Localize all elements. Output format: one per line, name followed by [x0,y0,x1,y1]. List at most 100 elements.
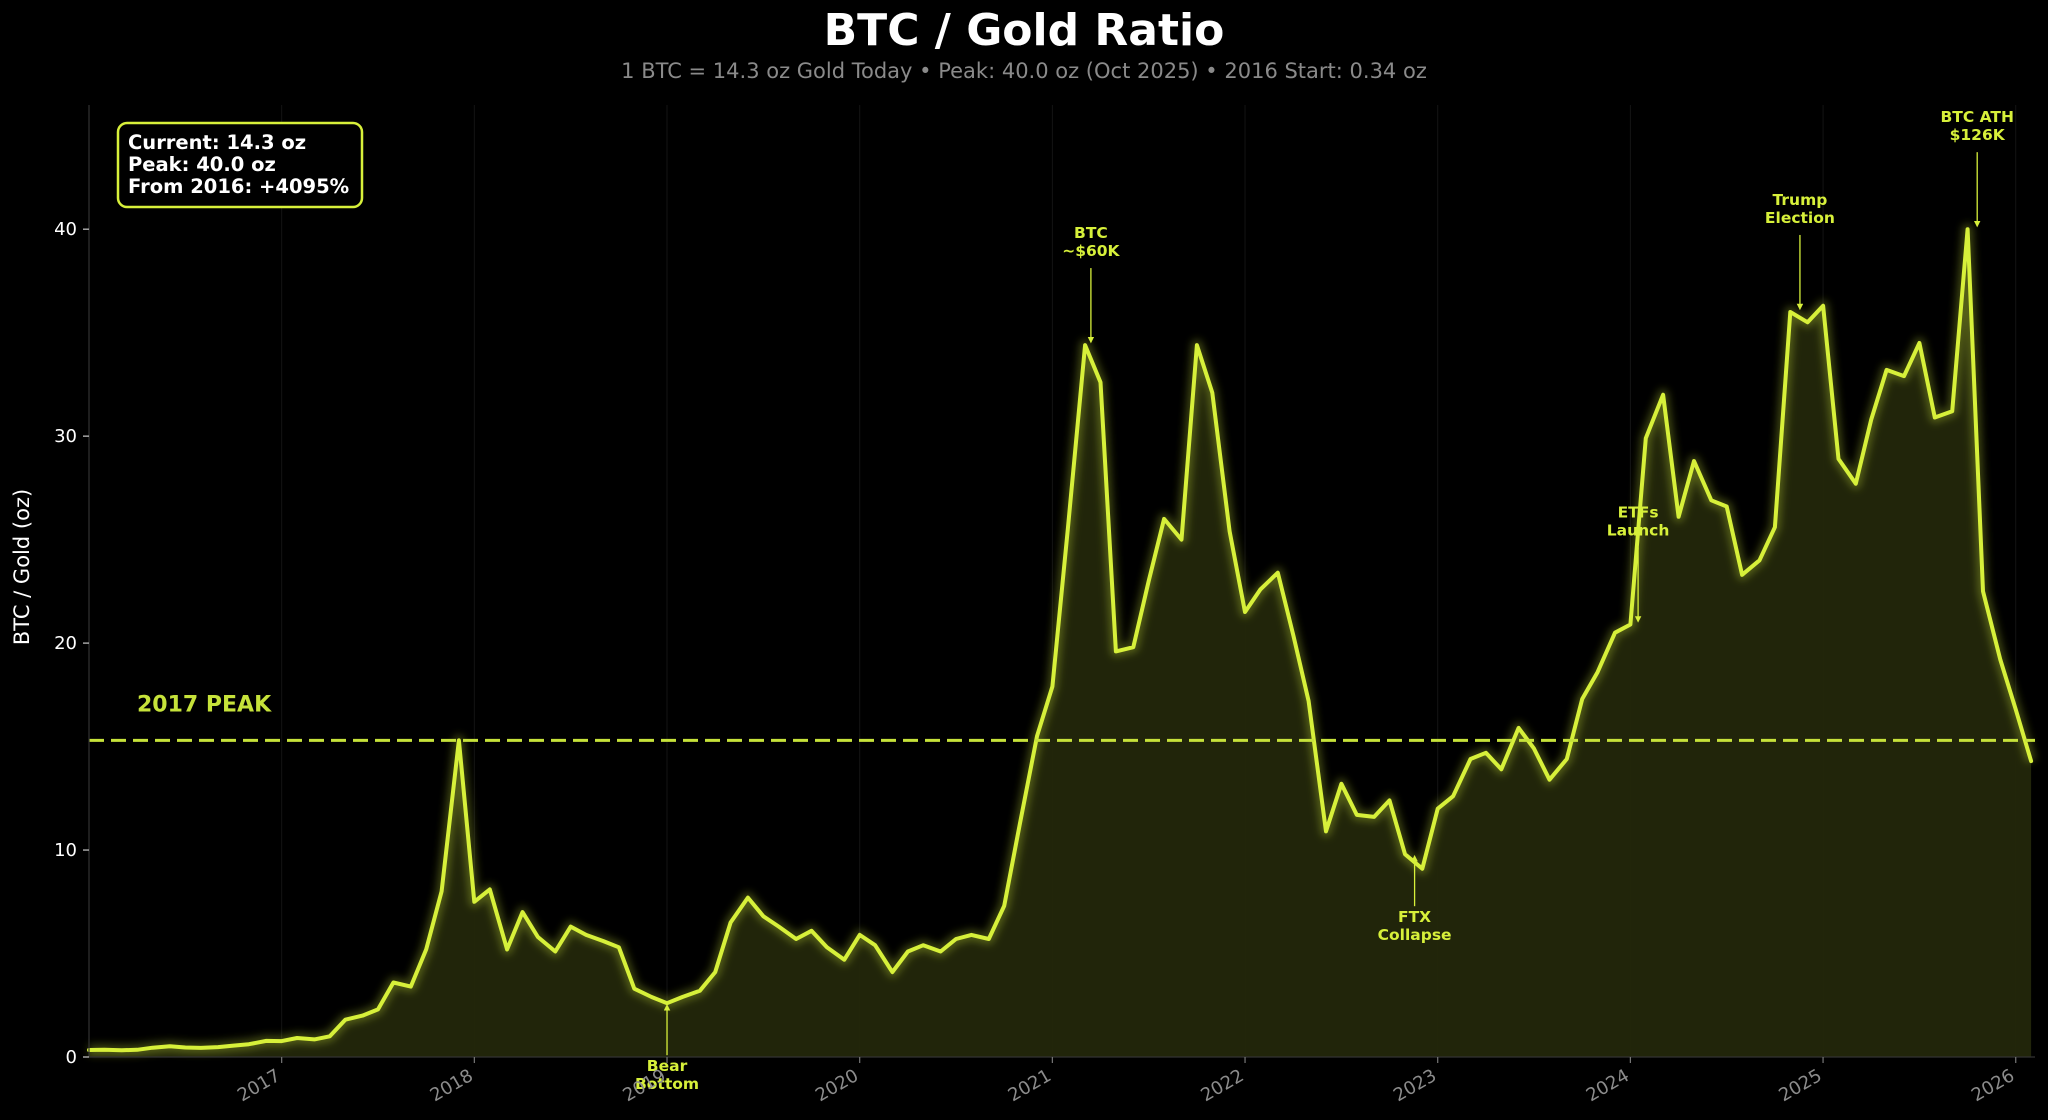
data-point-45 [810,929,814,933]
info-current: Current: 14.3 oz [128,131,306,154]
data-point-46 [825,945,829,949]
data-point-37 [680,995,684,999]
chart-title: BTC / Gold Ratio [824,5,1225,56]
annotation-1: BTC~$60K [1062,224,1121,344]
data-point-59 [1035,734,1039,738]
data-point-23 [457,738,461,742]
data-point-47 [842,958,846,962]
annotation-label-4-line1: Trump [1773,191,1828,209]
x-tick-label-2020: 2020 [812,1065,862,1106]
data-point-100 [1692,459,1696,463]
data-point-114 [1917,341,1921,345]
annotation-label-1-line1: BTC [1074,224,1108,242]
data-point-39 [713,970,717,974]
data-point-31 [584,933,588,937]
data-point-115 [1933,416,1937,420]
data-point-1 [102,1048,106,1052]
data-point-64 [1114,649,1118,653]
data-point-51 [906,950,910,954]
data-point-63 [1099,380,1103,384]
data-point-119 [1998,658,2002,662]
data-point-105 [1773,525,1777,529]
data-point-28 [536,935,540,939]
data-point-33 [617,945,621,949]
data-point-29 [553,950,557,954]
data-point-8 [216,1045,220,1049]
data-point-16 [343,1018,347,1022]
data-point-30 [569,925,573,929]
data-point-6 [183,1046,187,1050]
data-point-11 [264,1039,268,1043]
data-point-118 [1981,589,1985,593]
data-point-103 [1740,573,1744,577]
y-tick-label-40: 40 [54,219,77,240]
y-tick-label-0: 0 [66,1047,77,1068]
x-tick-label-2021: 2021 [1005,1065,1055,1106]
data-point-54 [954,937,958,941]
data-point-41 [746,896,750,900]
data-point-50 [890,970,894,974]
data-point-43 [777,925,781,929]
data-point-82 [1403,852,1407,856]
annotation-label-1-line2: ~$60K [1062,242,1120,260]
data-point-9 [232,1044,236,1048]
data-point-18 [376,1007,380,1011]
data-point-86 [1469,757,1473,761]
annotation-label-3-line2: Launch [1607,521,1670,539]
data-point-78 [1339,782,1343,786]
data-point-112 [1885,368,1889,372]
data-point-12 [280,1039,284,1043]
data-point-62 [1083,343,1087,347]
chart-subtitle: 1 BTC = 14.3 oz Gold Today • Peak: 40.0 … [621,59,1427,83]
data-point-14 [312,1037,316,1041]
data-point-26 [505,947,509,951]
data-point-61 [1066,527,1070,531]
data-point-92 [1565,757,1569,761]
data-point-34 [632,987,636,991]
data-point-76 [1307,699,1311,703]
data-point-104 [1758,558,1762,562]
data-point-96 [1628,623,1632,627]
data-point-121 [2029,759,2033,763]
data-point-95 [1613,631,1617,635]
y-ticks: 0 10 20 30 40 [54,219,89,1068]
data-point-5 [168,1044,172,1048]
data-point-97 [1644,436,1648,440]
data-point-90 [1532,747,1536,751]
y-axis-label: BTC / Gold (oz) [10,489,34,645]
annotation-5: BTC ATH$126K [1940,108,2014,228]
data-point-68 [1180,538,1184,542]
data-point-40 [729,921,733,925]
data-point-74 [1276,571,1280,575]
x-tick-label-2025: 2025 [1775,1065,1825,1106]
data-point-113 [1902,374,1906,378]
data-point-48 [858,933,862,937]
x-tick-label-2022: 2022 [1197,1065,1247,1106]
data-point-20 [409,985,413,989]
data-point-69 [1195,343,1199,347]
data-point-57 [1002,904,1006,908]
data-point-79 [1355,813,1359,817]
x-tick-label-2024: 2024 [1583,1065,1633,1106]
data-point-58 [1018,823,1022,827]
data-point-3 [135,1048,139,1052]
data-point-108 [1821,304,1825,308]
data-point-66 [1147,579,1151,583]
info-box-frame [116,121,364,209]
annotation-label-5-line1: BTC ATH [1940,108,2014,126]
data-point-77 [1324,829,1328,833]
data-point-32 [601,939,605,943]
data-point-38 [698,989,702,993]
data-point-70 [1210,391,1214,395]
x-tick-label-2023: 2023 [1390,1065,1440,1106]
data-point-89 [1517,726,1521,730]
data-point-17 [361,1014,365,1018]
data-point-87 [1484,751,1488,755]
data-point-27 [521,910,525,914]
info-peak: Peak: 40.0 oz [128,153,276,176]
data-point-53 [939,950,943,954]
data-point-98 [1661,393,1665,397]
